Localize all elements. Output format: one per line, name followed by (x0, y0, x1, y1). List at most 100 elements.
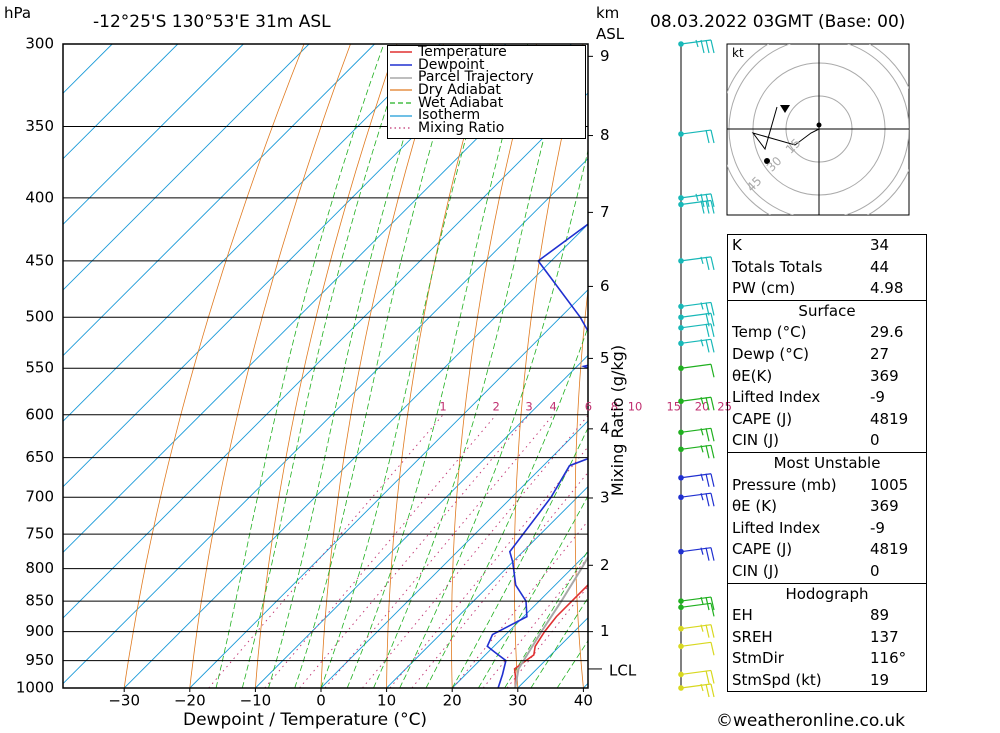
stat-row: Pressure (mb) 1005 (728, 475, 926, 497)
pressure-tick-label: 1000 (16, 679, 54, 697)
temperature-tick-label: −10 (240, 692, 272, 710)
mixing-ratio-line (389, 446, 588, 688)
plot-frame (62, 43, 589, 689)
wind-barb (678, 323, 715, 337)
isotherm-line (123, 223, 588, 688)
isotherm-line (63, 44, 244, 226)
chart-legend: Temperature Dewpoint Parcel Trajectory Dry … (387, 45, 586, 139)
pressure-tick-label: 950 (25, 651, 54, 669)
wet-adiabat-line (504, 549, 588, 688)
pressure-tick-label: 900 (25, 622, 54, 640)
legend-label: Temperature (418, 44, 507, 60)
wind-barb (678, 444, 715, 459)
stat-row: Lifted Index -9 (728, 518, 926, 540)
dry-adiabat-line (953, 44, 1000, 688)
hodograph-trace (751, 106, 820, 151)
x-axis-label: Dewpoint / Temperature (°C) (183, 710, 428, 730)
wind-barb (678, 129, 715, 144)
wet-adiabat-line (294, 44, 462, 688)
mixing-ratio-line (362, 414, 588, 688)
legend-label: Mixing Ratio (418, 120, 505, 137)
isotherm-line (63, 44, 179, 160)
isotherm-line (255, 354, 588, 688)
stat-label: CAPE (J) (732, 540, 793, 559)
hpa-unit-label: hPa (4, 4, 32, 22)
stat-value: 34 (870, 236, 890, 254)
pressure-tick-label: 850 (25, 592, 54, 610)
lcl-label: LCL (609, 661, 637, 679)
mixing-ratio-line (452, 520, 588, 688)
most-unstable-title: Most Unstable (773, 453, 881, 472)
wind-barb (678, 473, 715, 487)
stat-value: -9 (870, 388, 885, 407)
wind-barb (678, 683, 715, 698)
km-tick-label: 1 (600, 622, 610, 640)
pressure-tick-label: 600 (25, 405, 54, 423)
legend-item: Dewpoint (388, 58, 585, 72)
stat-value: 1005 (870, 475, 909, 494)
wind-barb (678, 39, 715, 54)
stat-row: CAPE (J) 4819 (728, 539, 926, 561)
wind-barb (678, 396, 715, 411)
stat-value: -9 (870, 518, 885, 537)
stat-label: EH (732, 606, 753, 625)
mixing-ratio-label: 8 (611, 399, 618, 413)
wind-barb (678, 199, 715, 214)
legend-item: Mixing Ratio (388, 120, 585, 137)
wind-barb (678, 547, 715, 561)
stat-row: CIN (J) 0 (728, 430, 926, 452)
stat-row: SREH 137 (728, 627, 926, 649)
stat-label: CAPE (J) (732, 409, 793, 428)
wet-adiabat-line (346, 44, 529, 688)
pressure-tick-label: 450 (25, 251, 54, 269)
hodograph-unit-label: kt (732, 46, 744, 60)
stat-row: Dewp (°C) 27 (728, 344, 926, 366)
mixing-ratio-line (264, 414, 497, 688)
stat-row: Totals Totals 44 (728, 257, 926, 279)
pressure-tick-label: 750 (25, 525, 54, 543)
wind-barb (678, 193, 715, 208)
wet-adiabat-line (215, 44, 385, 688)
legend-item: Dry Adiabat (388, 83, 585, 97)
legend-item: Isotherm (388, 109, 585, 122)
stat-value: 0 (870, 431, 880, 450)
stat-label: Temp (°C) (732, 323, 807, 342)
km-unit-label: km (596, 4, 620, 22)
isotherm-line (63, 157, 588, 685)
mixing-ratio-label: 25 (717, 399, 732, 413)
km-tick-label: 7 (600, 203, 610, 221)
wind-barb (678, 363, 715, 378)
stat-row: Temp (°C) 29.6 (728, 322, 926, 344)
stat-value: 29.6 (870, 323, 904, 342)
stat-row: Lifted Index -9 (728, 387, 926, 409)
stat-label: Totals Totals (732, 257, 823, 276)
wind-barb (678, 301, 715, 316)
pressure-tick-label: 550 (25, 359, 54, 377)
temperature-tick-label: 10 (377, 692, 396, 710)
dry-adiabat-line (189, 44, 351, 688)
wind-barb (678, 624, 715, 638)
dry-adiabat-line (123, 44, 305, 688)
stat-label: Pressure (mb) (732, 475, 837, 494)
legend-swatch (390, 76, 412, 79)
stat-label: θE(K) (732, 366, 773, 385)
stat-label: Lifted Index (732, 518, 821, 537)
pressure-tick-label: 700 (25, 488, 54, 506)
stat-value: 44 (870, 257, 890, 276)
isotherm-line (63, 92, 588, 619)
km-tick-label: 4 (600, 419, 610, 437)
stat-row: CIN (J) 0 (728, 561, 926, 583)
stat-row: θE(K) 369 (728, 366, 926, 388)
dry-adiabat-line (634, 44, 676, 688)
temperature-tick-label: −30 (108, 692, 140, 710)
mixing-ratio-label: 15 (666, 399, 681, 413)
stat-value: 19 (870, 670, 890, 689)
stat-label: K (732, 236, 742, 254)
most-unstable-box: Most Unstable Pressure (mb) 1005 θE (K) 369… (727, 452, 927, 584)
mixing-ratio-label: 6 (585, 399, 592, 413)
hodograph-stats-box: Hodograph EH 89 SREH 137 StmDir 116° StmSpd (k… (727, 583, 927, 693)
stat-label: θE (K) (732, 497, 777, 516)
